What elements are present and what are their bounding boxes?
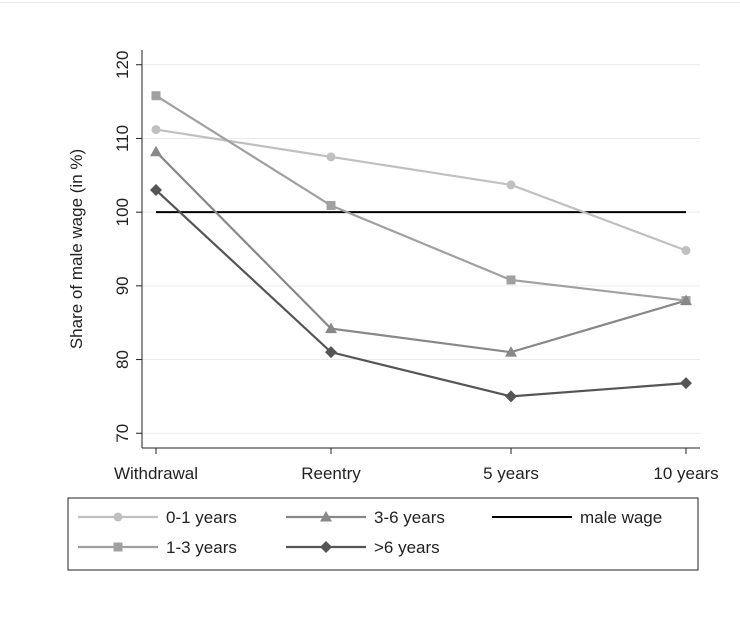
x-tick-label-10-years: 10 years bbox=[653, 464, 718, 483]
y-tick-label-100: 100 bbox=[113, 198, 132, 226]
axes bbox=[136, 50, 700, 454]
series-line-0-1-years bbox=[155, 128, 687, 252]
series-line-3-6-years bbox=[155, 150, 687, 354]
y-tick-label-90: 90 bbox=[113, 276, 132, 295]
legend-marker-6-years bbox=[320, 541, 332, 553]
point-0-1-years-reentry bbox=[326, 152, 336, 162]
point-3-6-years-5-years bbox=[505, 346, 517, 357]
y-axis-label: Share of male wage (in %) bbox=[67, 149, 86, 349]
x-tick-label-withdrawal: Withdrawal bbox=[114, 464, 198, 483]
legend-marker-0-1-years bbox=[113, 512, 123, 522]
y-tick-label-70: 70 bbox=[113, 424, 132, 443]
point-6-years-reentry bbox=[325, 346, 337, 359]
gridlines bbox=[142, 64, 700, 434]
series-lines bbox=[155, 94, 687, 398]
point-3-6-years-withdrawal bbox=[150, 145, 162, 157]
legend-marker-3-6-years bbox=[320, 511, 332, 522]
point-0-1-years-5-years bbox=[506, 180, 516, 190]
legend-box bbox=[67, 497, 699, 571]
point-6-years-10-years bbox=[680, 377, 692, 390]
x-tick-labels: Withdrawal Reentry 5 years 10 years bbox=[114, 464, 719, 483]
legend-label-3-6-years: 3-6 years bbox=[374, 508, 445, 527]
point-6-years-5-years bbox=[505, 390, 517, 403]
point-6-years-withdrawal bbox=[150, 184, 162, 197]
y-tick-label-120: 120 bbox=[113, 51, 132, 79]
point-3-6-years-reentry bbox=[325, 322, 337, 334]
legend: 0-1 years 3-6 years male wage 1-3 years >6 y… bbox=[67, 497, 699, 571]
legend-marker-1-3-years bbox=[113, 542, 123, 552]
top-divider bbox=[0, 2, 740, 3]
point-1-3-years-5-years bbox=[506, 275, 516, 285]
series-markers bbox=[150, 91, 692, 403]
point-1-3-years-withdrawal bbox=[151, 91, 161, 101]
legend-label-1-3-years: 1-3 years bbox=[166, 538, 237, 557]
legend-label-male-wage: male wage bbox=[580, 508, 662, 527]
legend-label-6-years: >6 years bbox=[374, 538, 440, 557]
series-line-1-3-years bbox=[155, 94, 687, 302]
point-3-6-years-10-years bbox=[680, 294, 692, 306]
y-tick-label-110: 110 bbox=[113, 125, 132, 152]
series-line-6-years bbox=[155, 189, 687, 398]
x-tick-label-reentry: Reentry bbox=[301, 464, 361, 483]
point-0-1-years-10-years bbox=[681, 245, 691, 255]
y-tick-label-80: 80 bbox=[113, 350, 132, 369]
legend-label-0-1-years: 0-1 years bbox=[166, 508, 237, 527]
y-tick-labels: 70 80 90 100 110 120 bbox=[113, 51, 132, 443]
point-0-1-years-withdrawal bbox=[151, 125, 161, 135]
point-1-3-years-reentry bbox=[326, 201, 336, 211]
x-tick-label-5-years: 5 years bbox=[483, 464, 539, 483]
